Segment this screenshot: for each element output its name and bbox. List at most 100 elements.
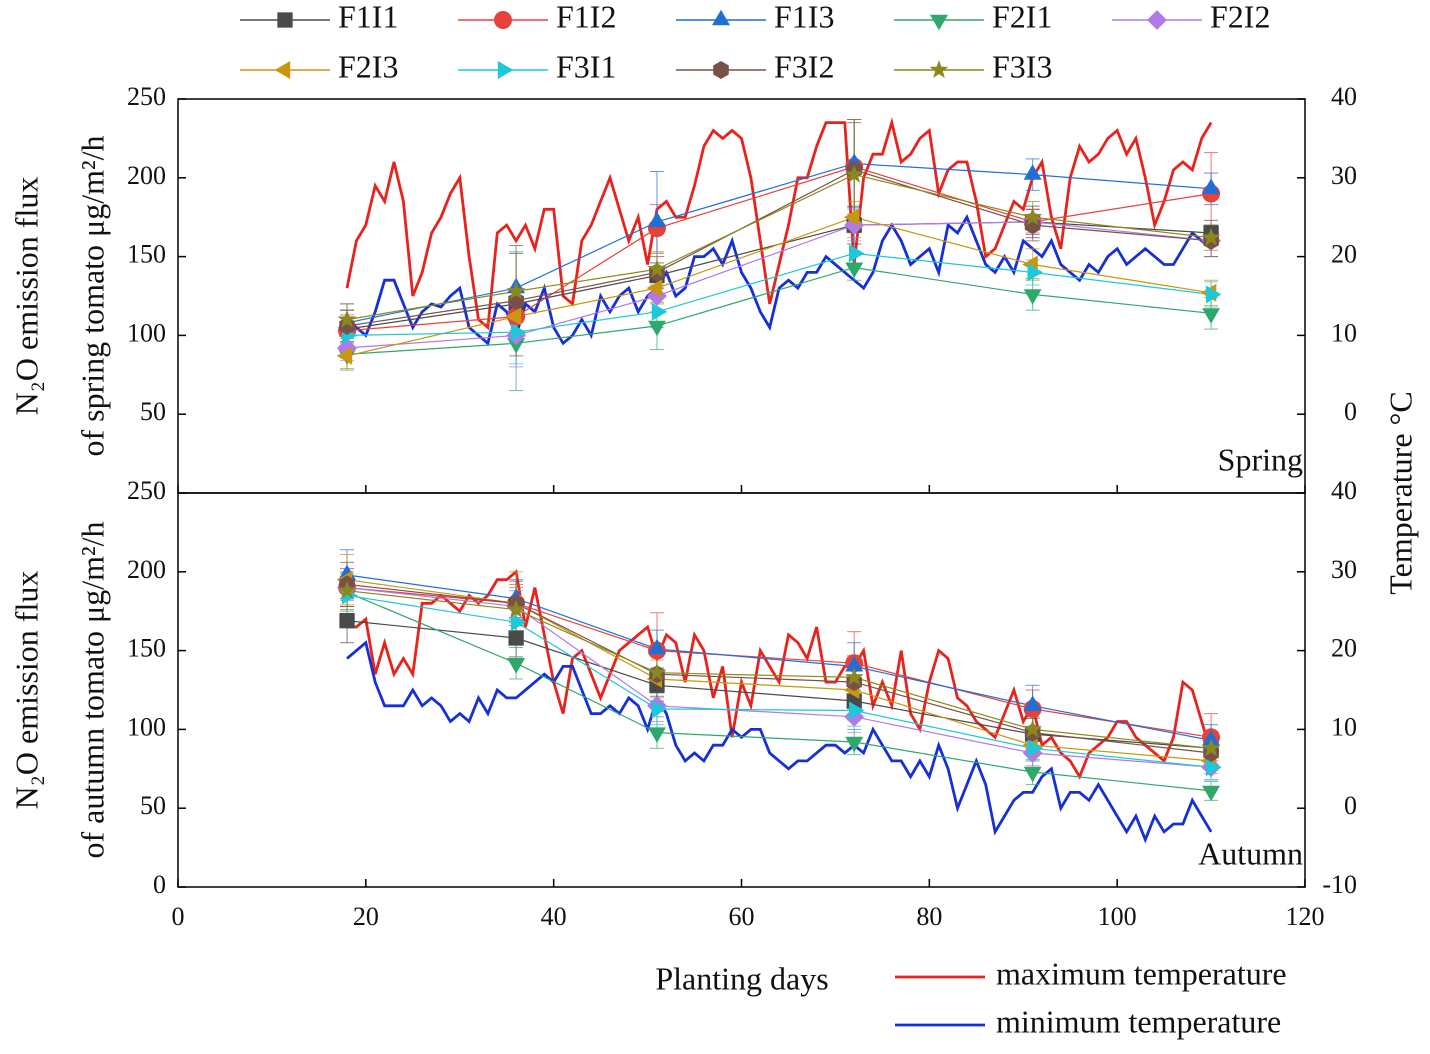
- marker: [1023, 766, 1042, 783]
- y2-tick-label: 0: [1344, 397, 1357, 426]
- marker: [647, 286, 667, 306]
- legend-label: F2I1: [992, 0, 1052, 34]
- marker: [1201, 738, 1221, 757]
- marker: [508, 630, 524, 646]
- marker: [849, 701, 865, 720]
- y2-tick-label: 40: [1331, 82, 1357, 111]
- series-line: [346, 221, 1212, 349]
- marker: [844, 164, 864, 183]
- marker: [1023, 207, 1043, 226]
- y-tick-label: 250: [127, 82, 166, 111]
- marker: [1205, 285, 1222, 304]
- legend-label: F1I3: [774, 0, 834, 34]
- y-tick-label: 250: [127, 476, 166, 505]
- marker: [651, 302, 668, 321]
- series-line: [346, 216, 1212, 357]
- series-line: [346, 266, 1212, 355]
- plot-frame: [177, 98, 1306, 494]
- marker: [648, 320, 666, 337]
- marker: [1202, 730, 1220, 746]
- marker: [506, 599, 526, 618]
- x-tick-label: 60: [729, 902, 755, 931]
- temperature-line: [346, 640, 1213, 844]
- y2-tick-label: 10: [1331, 318, 1357, 347]
- marker: [507, 658, 526, 674]
- series-line: [346, 169, 1212, 327]
- legend-label: F2I3: [338, 48, 398, 84]
- series-line: [346, 574, 1212, 741]
- marker: [647, 662, 667, 681]
- y2-tick-label: 20: [1331, 634, 1357, 663]
- marker: [1202, 785, 1220, 802]
- legend-label: F1I1: [338, 0, 398, 34]
- marker: [849, 244, 865, 263]
- series-line: [346, 594, 1212, 768]
- legend-label: maximum temperature: [996, 955, 1287, 991]
- y2-tick-label: 0: [1344, 791, 1357, 820]
- marker: [1202, 178, 1220, 194]
- y-tick-label: 0: [153, 870, 166, 899]
- panel-label: Spring: [1218, 441, 1303, 477]
- series-line: [346, 583, 1212, 754]
- y-tick-label: 150: [127, 634, 166, 663]
- marker: [648, 727, 666, 743]
- marker: [647, 259, 667, 278]
- marker: [506, 281, 526, 300]
- marker: [646, 279, 663, 298]
- series-line: [346, 221, 1212, 330]
- marker: [339, 613, 355, 629]
- marker: [845, 656, 864, 672]
- marker: [844, 667, 864, 686]
- marker: [505, 307, 522, 326]
- x-tick-label: 0: [172, 902, 185, 931]
- marker: [930, 14, 948, 31]
- temperature-line: [347, 569, 1213, 780]
- y-tick-label: 200: [127, 161, 166, 190]
- y-tick-label: 200: [127, 555, 166, 584]
- marker: [337, 580, 357, 599]
- y2-tick-label: 40: [1331, 476, 1357, 505]
- marker: [1023, 164, 1042, 180]
- series-line: [346, 587, 1212, 768]
- y2-axis-label: Temperature °C: [1382, 391, 1418, 594]
- series-line: [346, 579, 1212, 762]
- temperature-line: [346, 214, 1213, 346]
- marker: [507, 338, 526, 354]
- y-tick-label: 50: [140, 791, 166, 820]
- y2-tick-label: 30: [1331, 555, 1357, 584]
- legend-label: minimum temperature: [996, 1003, 1281, 1039]
- legend-label: F3I1: [556, 48, 616, 84]
- marker: [651, 699, 668, 718]
- marker: [277, 12, 293, 28]
- marker: [510, 613, 527, 632]
- x-axis-label: Planting days: [655, 960, 828, 996]
- y2-tick-label: -10: [1322, 870, 1357, 899]
- y-tick-label: 100: [127, 318, 166, 347]
- x-tick-label: 40: [541, 902, 567, 931]
- marker: [845, 736, 864, 753]
- marker: [712, 9, 730, 26]
- series-line: [346, 162, 1212, 324]
- legend-label: F2I2: [1210, 0, 1270, 34]
- marker: [648, 638, 666, 655]
- x-tick-label: 80: [916, 902, 942, 931]
- series-line: [346, 252, 1212, 336]
- y-tick-label: 100: [127, 712, 166, 741]
- x-tick-label: 100: [1098, 902, 1137, 931]
- y2-tick-label: 10: [1331, 712, 1357, 741]
- marker: [1201, 227, 1221, 246]
- marker: [1023, 695, 1042, 711]
- marker: [274, 61, 291, 79]
- y-tick-label: 150: [127, 240, 166, 269]
- marker: [713, 61, 729, 79]
- marker: [337, 338, 357, 358]
- y2-tick-label: 30: [1331, 161, 1357, 190]
- legend-label: F1I2: [556, 0, 616, 34]
- marker: [1147, 10, 1167, 30]
- series-line: [346, 590, 1212, 749]
- legend-label: F3I2: [774, 48, 834, 84]
- y-tick-label: 50: [140, 397, 166, 426]
- y-axis-label: N₂O emission flux: [8, 571, 44, 810]
- marker: [648, 211, 666, 228]
